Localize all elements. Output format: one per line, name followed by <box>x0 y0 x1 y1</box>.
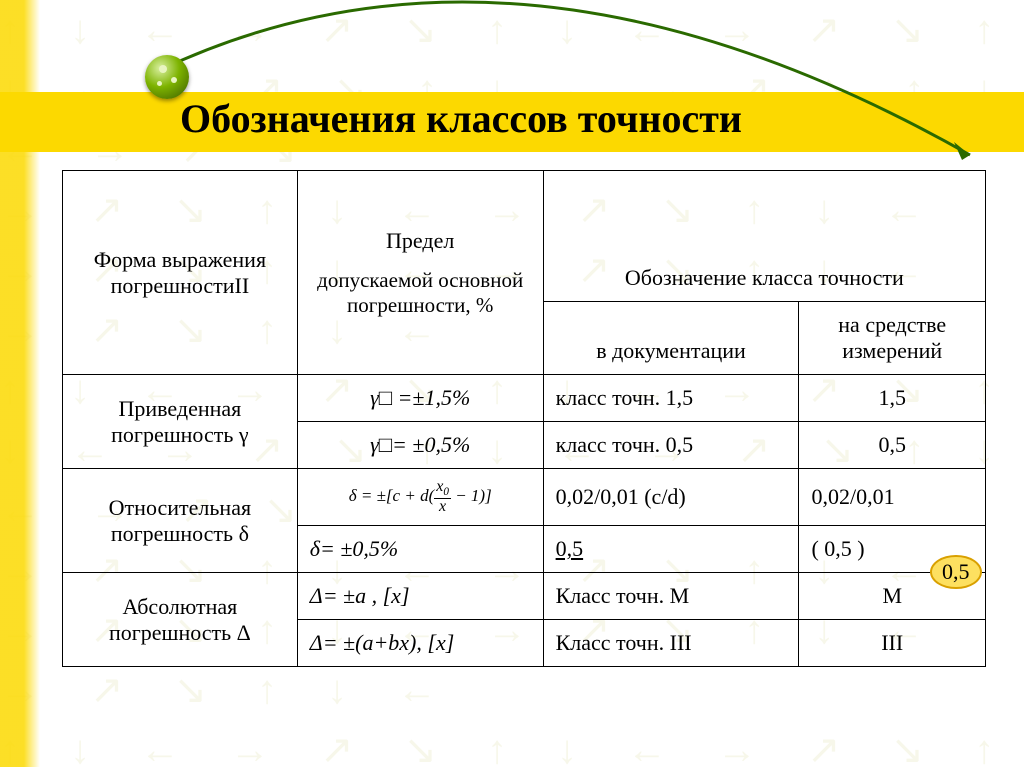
hdr-designation: Обозначение класса точности <box>543 171 985 302</box>
cell: класс точн. 0,5 <box>543 422 799 469</box>
table-row: Абсолютная погрешность Δ Δ= ±a , [x] Кла… <box>63 573 986 620</box>
cell: 0,02/0,01 (с/d) <box>543 469 799 526</box>
row-reduced-label: Приведенная погрешность γ <box>63 375 298 469</box>
cell: класс точн. 1,5 <box>543 375 799 422</box>
cell-formula: δ = ±[c + d(x0x − 1)] <box>297 469 543 526</box>
cell: 0,5 <box>799 422 986 469</box>
cell: Δ= ±a , [x] <box>297 573 543 620</box>
cell: γ□= ±0,5% <box>297 422 543 469</box>
cell: Класс точн. М <box>543 573 799 620</box>
row-absolute-label: Абсолютная погрешность Δ <box>63 573 298 667</box>
cell: Δ= ±(a+bx), [x] <box>297 620 543 667</box>
table-row: Приведенная погрешность γ γ□ =±1,5% клас… <box>63 375 986 422</box>
hdr-inst: на средстве измерений <box>799 302 986 375</box>
hdr-form: Форма выражения погрешностиII <box>63 171 298 375</box>
cell: III <box>799 620 986 667</box>
accuracy-class-table: Форма выражения погрешностиII Предел доп… <box>62 170 986 667</box>
cell: δ= ±0,5% <box>297 526 543 573</box>
cell: 0,02/0,01 <box>799 469 986 526</box>
cell: γ□ =±1,5% <box>297 375 543 422</box>
cell: 0,5 <box>543 526 799 573</box>
hdr-doc: в документации <box>543 302 799 375</box>
bullet-icon <box>145 55 189 99</box>
hdr-limit: Предел допускаемой основной погрешности,… <box>297 171 543 375</box>
highlight-oval: 0,5 <box>930 555 982 589</box>
row-relative-label: Относительная погрешность δ <box>63 469 298 573</box>
cell: 1,5 <box>799 375 986 422</box>
table-row: Относительная погрешность δ δ = ±[c + d(… <box>63 469 986 526</box>
cell: Класс точн. III <box>543 620 799 667</box>
page-title: Обозначения классов точности <box>180 95 742 142</box>
